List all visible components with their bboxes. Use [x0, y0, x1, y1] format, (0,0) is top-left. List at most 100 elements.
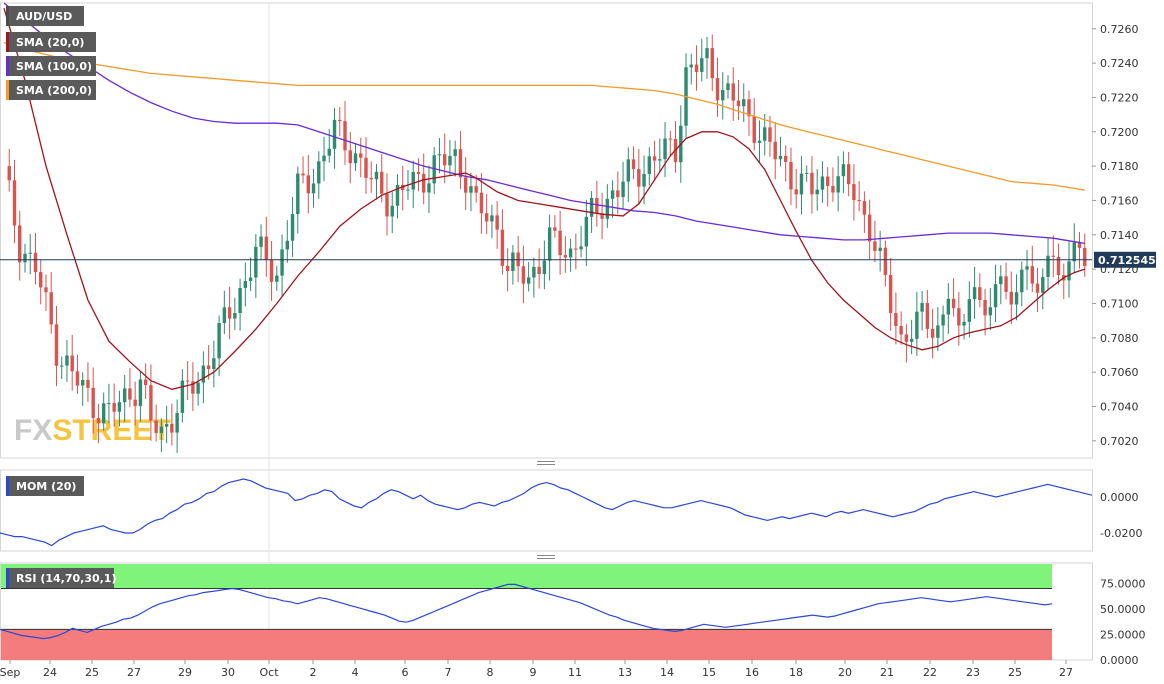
candle-body: [1020, 269, 1024, 293]
legend-2000-sma-bg[interactable]: [6, 80, 96, 100]
mom-label[interactable]: MOM (20): [16, 480, 76, 493]
x-axis-label: Oct: [259, 666, 279, 679]
candle-body: [138, 379, 143, 406]
candle-body: [568, 248, 573, 258]
legend-1000-sma-stripe: [6, 56, 9, 76]
rsi-axis-label: 75.0000: [1100, 577, 1146, 590]
candle-body: [563, 255, 568, 258]
candle-body: [852, 184, 856, 200]
candle-body: [946, 298, 951, 315]
candle-body: [343, 121, 347, 151]
candle-body: [589, 197, 594, 217]
candle-body: [227, 307, 232, 319]
candle-body: [747, 99, 751, 117]
candle-body: [789, 161, 793, 190]
candle-body: [149, 385, 153, 421]
x-axis-label: 29: [178, 666, 192, 679]
legend-1000-sma[interactable]: SMA (100,0): [16, 60, 92, 73]
symbol-label[interactable]: AUD/USD: [16, 10, 72, 23]
candle-body: [217, 323, 221, 359]
mom-label-bg[interactable]: [6, 476, 84, 496]
candle-body: [605, 198, 610, 219]
candle-body: [626, 159, 631, 182]
candle-body: [867, 214, 872, 242]
candle-body: [306, 175, 310, 194]
candle-body: [742, 99, 746, 107]
legend-2000-sma[interactable]: SMA (200,0): [16, 84, 92, 97]
candle-body: [490, 215, 494, 222]
candle-body: [18, 225, 22, 263]
symbol-label-bg[interactable]: [6, 6, 84, 26]
mom-line: [0, 478, 1093, 547]
candle-body: [668, 138, 672, 140]
x-axis-label: 15: [702, 666, 716, 679]
rsi-axis-label: 0.0000: [1100, 654, 1139, 667]
candle-body: [143, 379, 148, 386]
candle-body: [359, 153, 363, 158]
sma-100-line: [3, 2, 1085, 245]
x-axis-label: 9: [530, 666, 537, 679]
rsi-label-bg[interactable]: [6, 568, 114, 588]
legend-1000-sma-bg[interactable]: [6, 56, 96, 76]
watermark-logo-accent: STREET: [52, 414, 170, 447]
candle-body: [909, 338, 914, 342]
candle-body: [348, 150, 352, 164]
candle-body: [878, 247, 882, 251]
candle-body: [511, 252, 515, 272]
candle-body: [967, 299, 972, 322]
candle-body: [1046, 255, 1050, 277]
x-axis-label: 6: [402, 666, 409, 679]
candle-body: [700, 58, 704, 72]
candle-body: [248, 277, 253, 281]
candle-body: [694, 64, 699, 72]
candle-body: [65, 355, 69, 366]
x-axis-label: 24: [43, 666, 57, 679]
candle-body: [988, 307, 993, 316]
candle-body: [437, 154, 442, 156]
price-axis-label: 0.7100: [1100, 297, 1139, 310]
candle-body: [479, 192, 484, 214]
candle-body: [794, 189, 798, 195]
candle-body: [458, 149, 463, 178]
price-axis-label: 0.7200: [1100, 126, 1139, 139]
candle-body: [7, 166, 11, 181]
candle-body: [390, 205, 394, 217]
candle-body: [705, 48, 709, 59]
candle-body: [658, 159, 662, 161]
candle-body: [369, 177, 373, 180]
candle-body: [327, 148, 331, 156]
candle-body: [185, 380, 190, 382]
candle-body: [91, 387, 95, 418]
candle-body: [54, 324, 59, 366]
candle-body: [422, 173, 426, 193]
candle-body: [731, 83, 735, 101]
candle-body: [647, 156, 652, 174]
candle-body: [201, 365, 206, 383]
candle-body: [463, 177, 468, 193]
candle-body: [894, 313, 898, 327]
candle-body: [191, 381, 195, 394]
rsi-label[interactable]: RSI (14,70,30,1): [16, 572, 116, 585]
candle-body: [1035, 283, 1040, 293]
candle-body: [521, 266, 526, 284]
candle-body: [951, 298, 956, 309]
candle-body: [941, 314, 945, 326]
candle-body: [763, 127, 767, 141]
x-axis-label: 4: [352, 666, 359, 679]
legend-200-sma-bg[interactable]: [6, 32, 96, 52]
rsi-oversold-zone: [1, 629, 1052, 660]
candle-body: [553, 227, 557, 231]
candle-body: [238, 287, 242, 314]
candle-body: [983, 299, 987, 316]
candle-body: [374, 171, 379, 180]
candle-body: [1056, 256, 1061, 276]
candle-body: [1083, 247, 1087, 267]
candle-body: [558, 230, 562, 256]
candle-body: [757, 140, 762, 143]
candle-body: [1030, 266, 1034, 284]
candle-body: [254, 246, 258, 278]
candle-body: [574, 248, 578, 250]
legend-200-sma[interactable]: SMA (20,0): [16, 36, 84, 49]
candle-body: [322, 155, 326, 162]
x-axis-label: 23: [966, 666, 980, 679]
